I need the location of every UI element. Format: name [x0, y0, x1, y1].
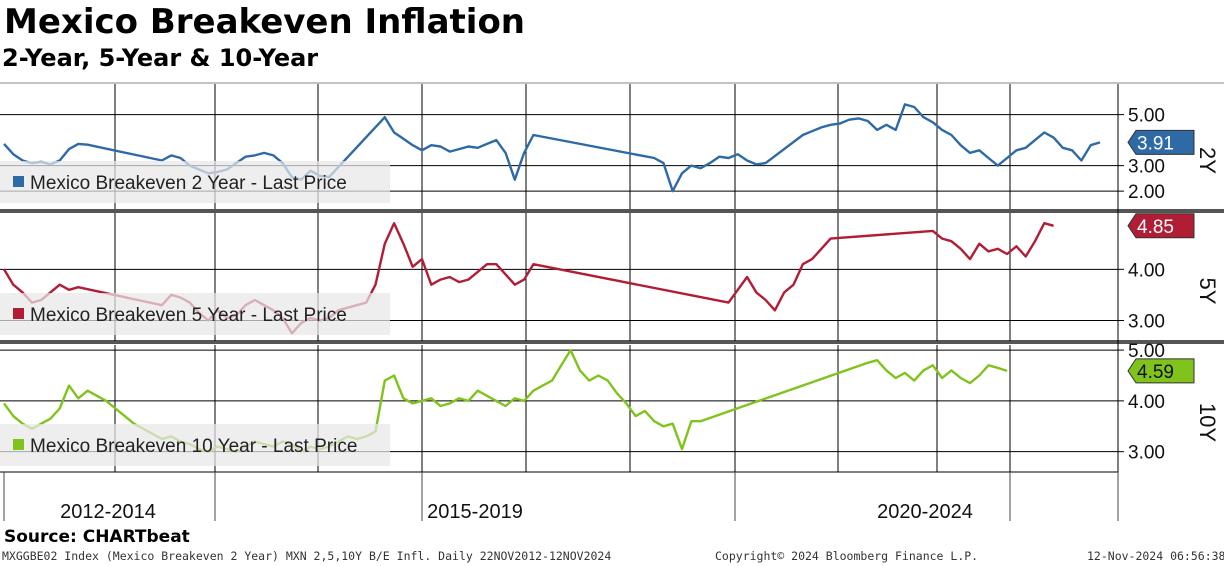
panel-tag-10Y: 10Y — [1195, 403, 1220, 442]
chart-subtitle: 2-Year, 5-Year & 10-Year — [2, 44, 319, 72]
legend-swatch — [13, 308, 24, 319]
series-lines — [2, 103, 1101, 453]
legend-swatch — [13, 176, 24, 187]
y-tick-label: 2.00 — [1128, 182, 1165, 203]
y-tick-label: 3.00 — [1128, 312, 1165, 333]
x-period-label: 2020-2024 — [877, 501, 973, 523]
legend-label: Mexico Breakeven 2 Year - Last Price — [30, 173, 347, 194]
legend-label: Mexico Breakeven 10 Year - Last Price — [30, 436, 357, 457]
y-tick-label: 5.00 — [1128, 341, 1165, 362]
y-tick-label: 5.00 — [1128, 106, 1165, 127]
y-tick-label: 3.00 — [1128, 443, 1165, 464]
panel-tag-2Y: 2Y — [1195, 147, 1220, 174]
legend-box — [0, 293, 390, 335]
last-price-value: 4.85 — [1137, 217, 1174, 238]
chart-overlays: Mexico Breakeven 2 Year - Last Price 3.91… — [0, 129, 1220, 523]
x-period-label: 2015-2019 — [427, 501, 523, 523]
legend-label: Mexico Breakeven 5 Year - Last Price — [30, 305, 347, 326]
copyright-note: Copyright© 2024 Bloomberg Finance L.P. — [715, 549, 979, 563]
legend-swatch — [13, 439, 24, 450]
source-note: Source: CHARTbeat — [4, 527, 190, 547]
legend-box — [0, 161, 390, 203]
y-tick-label: 3.00 — [1128, 157, 1165, 178]
last-price-tag — [1127, 213, 1195, 239]
timestamp-note: 12-Nov-2024 06:56:38 — [1087, 549, 1224, 563]
legend-box — [0, 424, 390, 466]
x-period-label: 2012-2014 — [60, 501, 156, 523]
last-price-tag — [1127, 358, 1195, 384]
panel-separator — [0, 340, 1224, 344]
panel-tag-5Y: 5Y — [1195, 278, 1220, 305]
last-price-value: 4.59 — [1137, 362, 1174, 383]
last-price-value: 3.91 — [1137, 133, 1174, 154]
ticker-note: MXGGBE02 Index (Mexico Breakeven 2 Year)… — [2, 549, 612, 563]
last-price-tag — [1127, 129, 1195, 155]
y-tick-label: 4.00 — [1128, 260, 1165, 281]
y-tick-label: 4.00 — [1128, 392, 1165, 413]
panel-separator — [0, 209, 1224, 213]
chart-title: Mexico Breakeven Inflation — [4, 2, 526, 42]
